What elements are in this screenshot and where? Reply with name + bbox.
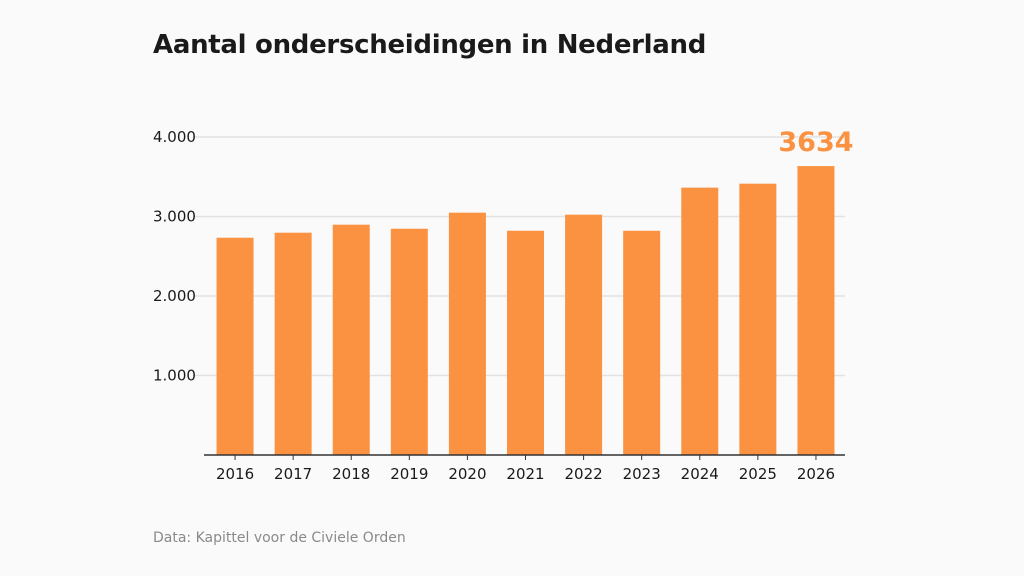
- bar-2020: [448, 212, 486, 455]
- x-tick-label: 2020: [448, 465, 486, 483]
- x-tick-label: 2021: [506, 465, 544, 483]
- bar-2022: [565, 214, 603, 455]
- y-tick-label: 3.000: [153, 208, 196, 226]
- x-tick-label: 2023: [623, 465, 661, 483]
- bar-2024: [681, 187, 719, 456]
- x-tick-label: 2017: [274, 465, 312, 483]
- highlight-value-label: 3634: [778, 127, 853, 158]
- x-tick-label: 2016: [216, 465, 254, 483]
- y-tick-label: 2.000: [153, 287, 196, 305]
- x-tick-label: 2024: [681, 465, 719, 483]
- chart-title: Aantal onderscheidingen in Nederland: [153, 30, 707, 60]
- x-tick-label: 2019: [390, 465, 428, 483]
- bar-2025: [739, 183, 777, 455]
- bar-2023: [623, 230, 661, 455]
- y-tick-label: 1.000: [153, 367, 196, 385]
- bar-2018: [332, 224, 370, 455]
- x-tick-label: 2026: [797, 465, 835, 483]
- x-tick-label: 2018: [332, 465, 370, 483]
- bar-2021: [507, 230, 544, 455]
- bar-2019: [390, 228, 428, 455]
- bar-2016: [216, 237, 254, 455]
- x-tick-label: 2022: [564, 465, 602, 483]
- source-note: Data: Kapittel voor de Civiele Orden: [153, 530, 406, 546]
- bar-2017: [274, 232, 312, 455]
- y-tick-label: 4.000: [153, 128, 196, 146]
- x-tick-label: 2025: [739, 465, 777, 483]
- bar-2026: [797, 166, 835, 456]
